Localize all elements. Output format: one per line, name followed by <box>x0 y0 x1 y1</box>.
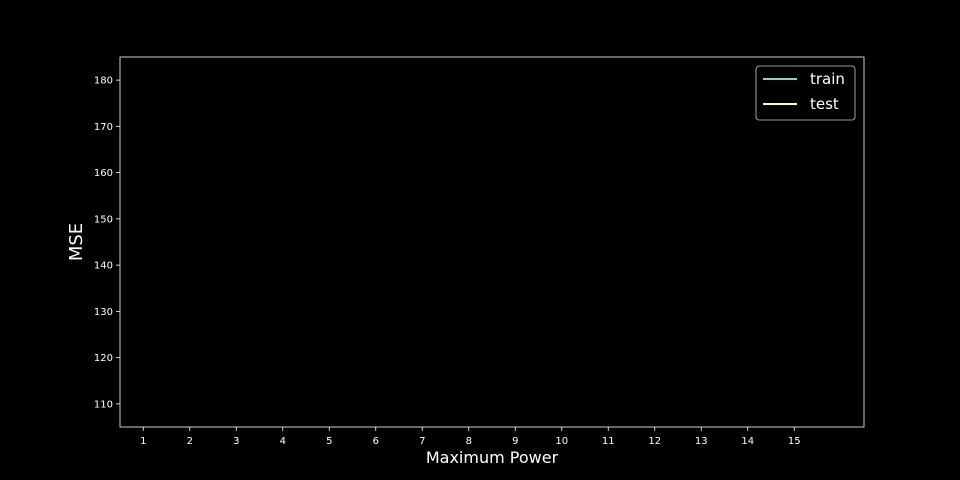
legend: train test <box>755 65 856 121</box>
x-tick-label: 8 <box>466 436 472 447</box>
x-tick-label: 1 <box>140 436 146 447</box>
y-tick-label: 180 <box>94 76 113 87</box>
x-axis-ticks: 1 2 3 4 5 6 7 8 9 10 11 12 13 14 15 <box>140 427 801 447</box>
y-tick-label: 170 <box>94 122 113 133</box>
x-tick-label: 2 <box>187 436 193 447</box>
y-tick-label: 130 <box>94 307 113 318</box>
x-tick-label: 12 <box>648 436 661 447</box>
x-axis-label: Maximum Power <box>426 448 559 467</box>
x-tick-label: 4 <box>280 436 286 447</box>
plot-frame <box>119 56 865 428</box>
x-tick-label: 9 <box>512 436 518 447</box>
x-tick-label: 14 <box>741 436 754 447</box>
x-tick-label: 6 <box>373 436 379 447</box>
x-tick-label: 11 <box>602 436 615 447</box>
legend-label-test: test <box>810 95 839 113</box>
y-tick-label: 120 <box>94 353 113 364</box>
x-tick-label: 10 <box>555 436 568 447</box>
x-tick-label: 5 <box>326 436 332 447</box>
y-tick-label: 150 <box>94 214 113 225</box>
y-tick-label: 160 <box>94 168 113 179</box>
plot-area <box>119 56 865 428</box>
y-tick-label: 110 <box>94 399 113 410</box>
y-tick-label: 140 <box>94 261 113 272</box>
x-tick-label: 3 <box>233 436 239 447</box>
y-axis-label: MSE <box>66 223 87 261</box>
legend-label-train: train <box>810 70 845 88</box>
x-tick-label: 13 <box>695 436 708 447</box>
x-tick-label: 7 <box>419 436 425 447</box>
x-tick-label: 15 <box>788 436 801 447</box>
y-axis-ticks: 110 120 130 140 150 160 170 180 <box>94 76 120 410</box>
